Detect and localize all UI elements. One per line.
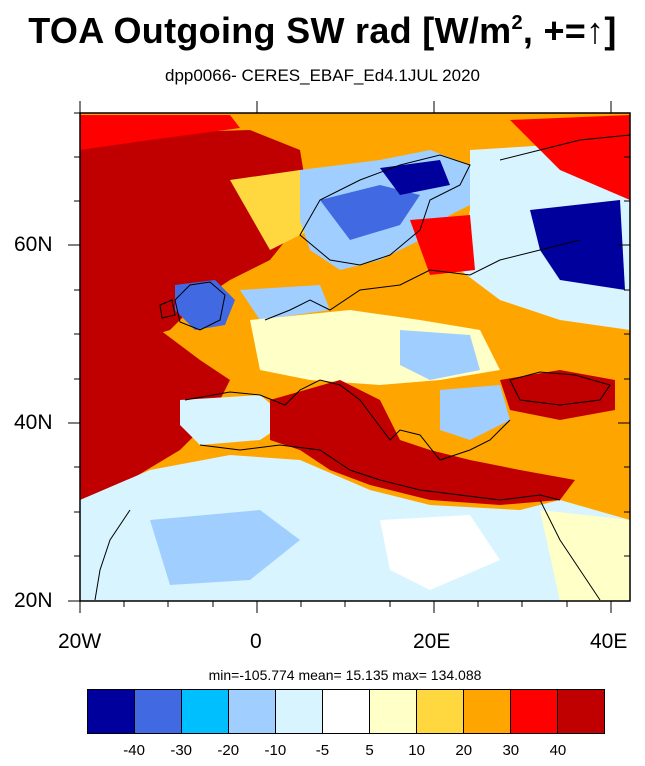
colorbar-box-0 [88, 690, 135, 733]
coast-ireland [159, 299, 176, 319]
colorbar-box-3 [229, 690, 276, 733]
coast-red-sea [539, 499, 601, 601]
colorbar-label: 5 [365, 742, 374, 759]
lon-label-20w: 20W [58, 630, 102, 653]
field-east-europe [400, 330, 480, 380]
lat-label-60n: 60N [14, 233, 53, 256]
map-field [80, 113, 630, 601]
field-iberia [180, 395, 290, 445]
map-subtitle: dpp0066- CERES_EBAF_Ed4.1JUL 2020 [164, 66, 480, 85]
stats-text: min=-105.774 mean= 15.135 max= 134.088 [208, 667, 482, 683]
map-title-superscript: 2 [511, 12, 523, 34]
colorbar-label: 20 [455, 742, 473, 759]
field-mediterranean [270, 380, 575, 505]
colorbar-label: -20 [217, 742, 240, 759]
field-libya [380, 515, 500, 590]
map-title: TOA Outgoing SW rad [W/m2, +=↑] [0, 10, 645, 52]
colorbar-box-6 [370, 690, 417, 733]
field-scandinavia-deep [380, 160, 450, 195]
coast-black-sea [509, 371, 611, 406]
lon-label-40e: 40E [590, 630, 628, 653]
field-arabia [540, 510, 630, 601]
field-baltic-patch [410, 215, 475, 275]
colorbar-label: 10 [408, 742, 425, 759]
coast-south-europe [184, 379, 511, 461]
lat-ticks [68, 112, 630, 602]
colorbar-box-4 [276, 690, 323, 733]
colorbar-box-5 [323, 690, 370, 733]
field-balkans [440, 385, 510, 440]
colorbar-box-7 [417, 690, 464, 733]
field-sahara-west [150, 510, 300, 585]
colorbar-box-10 [558, 690, 604, 733]
colorbar-label: 30 [502, 742, 520, 759]
coast-north-africa [199, 444, 561, 501]
colorbar-label: -5 [315, 742, 330, 759]
map-frame [79, 112, 631, 602]
coast-north-europe [264, 239, 581, 321]
field-scandinavia-core [320, 185, 420, 240]
coastlines [94, 134, 630, 601]
coast-west-africa [94, 509, 131, 601]
colorbar-label: -40 [123, 742, 145, 759]
colorbar [87, 689, 605, 734]
coast-white-sea [499, 134, 630, 161]
field-patch-1 [230, 170, 310, 250]
field-top-strip [80, 115, 240, 150]
map-title-main: TOA Outgoing SW rad [W/m [28, 10, 512, 51]
colorbar-box-8 [464, 690, 511, 733]
map-title-suffix: , +=↑] [522, 10, 617, 51]
field-east-atlantic [80, 330, 230, 500]
field-north-sea [240, 285, 330, 320]
lat-label-20n: 20N [14, 589, 53, 612]
colorbar-label: -10 [264, 742, 287, 759]
colorbar-box-9 [511, 690, 558, 733]
colorbar-label: -30 [170, 742, 193, 759]
lat-label-40n: 40N [14, 411, 53, 434]
lon-label-0: 0 [250, 630, 262, 653]
colorbar-box-2 [182, 690, 229, 733]
field-black-sea [500, 370, 615, 420]
coast-scandinavia [299, 154, 471, 266]
field-arctic-coast [510, 115, 630, 200]
colorbar-box-1 [135, 690, 182, 733]
colorbar-label: 40 [549, 742, 567, 759]
lon-ticks [79, 101, 612, 613]
coast-britain [174, 281, 226, 331]
field-russia-deep [530, 200, 625, 290]
lon-label-20e: 20E [413, 630, 451, 653]
